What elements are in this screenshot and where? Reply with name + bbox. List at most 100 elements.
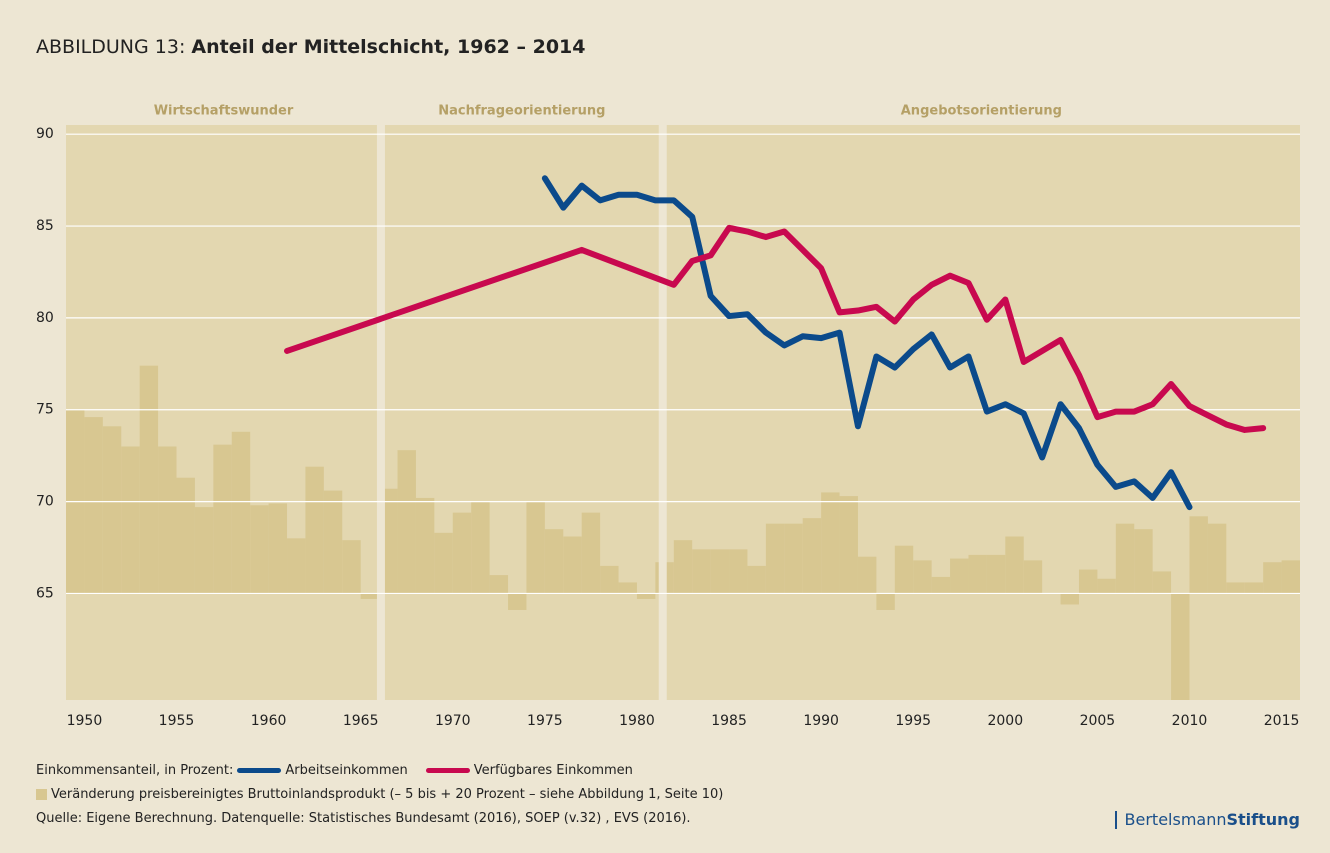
gdp-bar <box>323 490 343 594</box>
gdp-bar <box>1189 516 1208 594</box>
title-prefix: ABBILDUNG 13: <box>36 36 192 58</box>
x-tick-label: 1995 <box>895 713 931 729</box>
legend-label: Arbeitseinkommen <box>285 763 408 778</box>
gdp-bar <box>581 512 601 594</box>
chart-title: ABBILDUNG 13: Anteil der Mittelschicht, … <box>36 36 586 58</box>
x-tick-label: 2010 <box>1172 713 1208 729</box>
x-tick-label: 1955 <box>159 713 195 729</box>
legend-gdp: Veränderung preisbereinigtes Bruttoinlan… <box>36 787 723 802</box>
period-divider <box>376 125 385 700</box>
period-panel <box>380 125 663 700</box>
gdp-bar <box>968 554 987 594</box>
gdp-bar <box>268 503 288 594</box>
gdp-bar <box>765 523 785 594</box>
y-tick-label: 90 <box>36 126 54 142</box>
gdp-bar <box>710 549 730 594</box>
gdp-bar <box>176 477 195 594</box>
gdp-bar <box>600 565 619 594</box>
x-tick-label: 1950 <box>67 713 103 729</box>
gdp-bar <box>1097 578 1116 594</box>
gdp-bar <box>508 593 527 610</box>
gdp-bar <box>692 549 711 594</box>
gdp-bar <box>1078 569 1098 594</box>
legend-incomes: Einkommensanteil, in Prozent: Arbeitsein… <box>36 763 633 778</box>
period-panel <box>66 125 381 700</box>
gdp-bar <box>158 446 177 594</box>
gdp-bar <box>415 497 435 594</box>
income-line <box>284 224 1267 433</box>
gdp-bar <box>986 554 1006 594</box>
brand-part: Stiftung <box>1226 810 1301 829</box>
gdp-bar <box>526 501 545 594</box>
gdp-bar <box>729 549 748 594</box>
gdp-bar <box>784 523 803 594</box>
gdp-bar <box>1005 536 1024 594</box>
x-tick-label: 2000 <box>987 713 1023 729</box>
y-tick-label: 80 <box>36 310 54 326</box>
gdp-bar <box>287 538 306 594</box>
gdp-bar <box>636 593 656 599</box>
gdp-bar <box>489 575 509 594</box>
gdp-bar <box>1207 523 1227 594</box>
title-main: Anteil der Mittelschicht, 1962 – 2014 <box>191 36 586 58</box>
gdp-bar <box>121 446 140 594</box>
brand-logo: BertelsmannStiftung <box>1114 810 1301 829</box>
gdp-bar <box>471 501 490 594</box>
period-label: Angebotsorientierung <box>901 104 1062 119</box>
gdp-bar <box>305 466 324 594</box>
period-panel <box>662 125 1300 700</box>
period-label: Nachfrageorientierung <box>438 104 605 119</box>
gdp-bar <box>802 518 822 594</box>
gdp-bar <box>894 545 914 594</box>
gdp-bar <box>618 582 637 594</box>
gdp-bar <box>231 431 251 594</box>
legend-swatch <box>425 768 470 773</box>
period-label: Wirtschaftswunder <box>154 104 294 119</box>
gdp-bar <box>544 529 564 594</box>
gdp-bar <box>397 450 416 594</box>
brand-part: Bertelsmann <box>1124 810 1227 829</box>
period-divider <box>658 125 667 700</box>
gdp-bar <box>913 560 932 594</box>
gdp-bar <box>434 532 453 594</box>
gdp-bar <box>821 492 840 594</box>
y-tick-label: 75 <box>36 402 54 418</box>
legend-label: Verfügbares Einkommen <box>473 763 633 778</box>
x-tick-label: 1965 <box>343 713 379 729</box>
gdp-bar <box>102 426 122 594</box>
gdp-bar <box>1244 582 1264 594</box>
gdp-bar <box>747 565 766 594</box>
gdp-bar <box>1115 523 1135 594</box>
x-tick-label: 1970 <box>435 713 471 729</box>
x-tick-label: 2015 <box>1264 713 1300 729</box>
legend-title: Einkommensanteil, in Prozent: <box>36 763 234 778</box>
gdp-bar <box>1171 593 1190 700</box>
gdp-bar <box>360 593 380 599</box>
gdp-bar <box>342 540 361 594</box>
x-tick-label: 2005 <box>1080 713 1116 729</box>
gdp-bar <box>1281 560 1300 594</box>
gdp-bar <box>250 505 269 594</box>
chart: Wirtschaftswunder Nachfrageorientierung An… <box>36 104 1300 729</box>
legend-swatch <box>237 768 282 773</box>
gdp-bar <box>1226 582 1245 594</box>
gdp-bar <box>563 536 582 594</box>
gdp-bar <box>213 444 232 594</box>
gdp-bar <box>194 507 214 594</box>
x-tick-label: 1980 <box>619 713 655 729</box>
gdp-bar <box>857 556 877 594</box>
legend-label: Veränderung preisbereinigtes Bruttoinlan… <box>51 787 724 802</box>
gdp-bar <box>931 576 951 594</box>
x-tick-label: 1960 <box>251 713 287 729</box>
source-text: Quelle: Eigene Berechnung. Datenquelle: … <box>36 811 691 826</box>
y-tick-label: 85 <box>36 218 54 234</box>
income-line <box>541 175 1193 511</box>
x-tick-label: 1975 <box>527 713 563 729</box>
x-tick-label: 1990 <box>803 713 839 729</box>
gdp-bar <box>1023 560 1043 594</box>
y-tick-label: 65 <box>36 585 54 601</box>
gdp-bar <box>876 593 895 610</box>
gdp-bar <box>950 558 969 594</box>
gdp-bar <box>839 496 858 594</box>
